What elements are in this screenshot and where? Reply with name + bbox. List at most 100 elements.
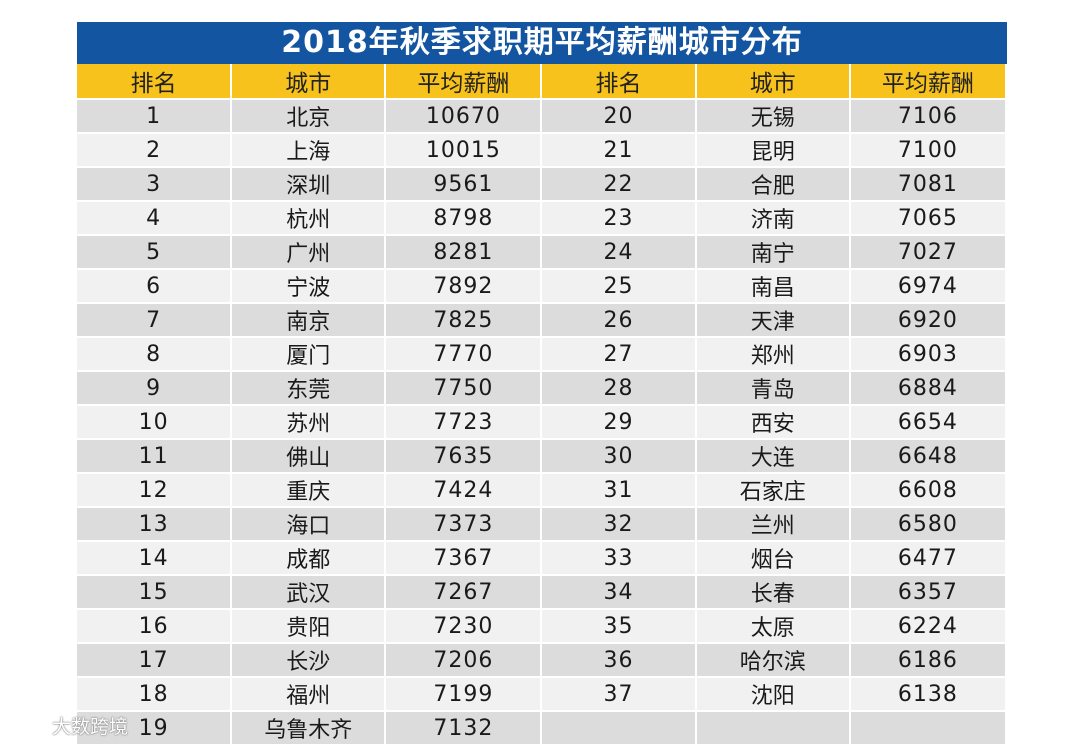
table-row: 4 杭州 8798 23 济南 7065 [77,201,1008,236]
city-cell: 南昌 [695,269,851,304]
city-cell: 北京 [231,99,387,134]
header-rank: 排名 [77,64,233,100]
salary-cell [849,711,1008,746]
salary-cell: 8798 [385,201,543,236]
rank-cell: 12 [77,473,233,508]
city-cell: 上海 [231,133,387,168]
table-row: 17 长沙 7206 36 哈尔滨 6186 [77,643,1008,678]
rank-cell: 29 [541,405,697,440]
table-row: 2 上海 10015 21 昆明 7100 [77,133,1008,168]
rank-cell: 36 [541,643,697,678]
rank-cell: 3 [77,167,233,202]
salary-cell: 7199 [385,677,543,712]
city-cell: 石家庄 [695,473,851,508]
city-cell: 东莞 [231,371,387,406]
salary-cell: 7027 [849,235,1008,270]
salary-cell: 7081 [849,167,1008,202]
table-row: 12 重庆 7424 31 石家庄 6608 [77,473,1008,508]
salary-cell: 7770 [385,337,543,372]
header-salary: 平均薪酬 [849,64,1008,100]
rank-cell: 35 [541,609,697,644]
salary-cell: 10015 [385,133,543,168]
salary-cell: 6974 [849,269,1008,304]
header-salary: 平均薪酬 [385,64,543,100]
weibo-logo-icon [6,714,43,736]
salary-table: 排名 城市 平均薪酬 排名 城市 平均薪酬 1 北京 10670 20 无锡 7106 2 上… [77,64,1008,746]
city-cell: 长春 [695,575,851,610]
city-cell: 重庆 [231,473,387,508]
salary-cell: 6138 [849,677,1008,712]
rank-cell: 14 [77,541,233,576]
salary-cell: 6224 [849,609,1008,644]
header-rank: 排名 [541,64,697,100]
watermark: 大数跨境 [6,712,128,738]
rank-cell: 17 [77,643,233,678]
header-row: 排名 城市 平均薪酬 排名 城市 平均薪酬 [77,64,1008,100]
salary-cell: 7635 [385,439,543,474]
salary-cell: 7892 [385,269,543,304]
city-cell: 杭州 [231,201,387,236]
table-row: 3 深圳 9561 22 合肥 7081 [77,167,1008,202]
rank-cell: 21 [541,133,697,168]
salary-cell: 7132 [385,711,543,746]
rank-cell: 24 [541,235,697,270]
table-row: 9 东莞 7750 28 青岛 6884 [77,371,1008,406]
city-cell: 天津 [695,303,851,338]
rank-cell: 26 [541,303,697,338]
city-cell: 深圳 [231,167,387,202]
rank-cell: 10 [77,405,233,440]
table-row: 18 福州 7199 37 沈阳 6138 [77,677,1008,712]
table-row: 14 成都 7367 33 烟台 6477 [77,541,1008,576]
salary-cell: 7106 [849,99,1008,134]
watermark-text: 大数跨境 [52,715,129,738]
rank-cell: 2 [77,133,233,168]
salary-cell: 7206 [385,643,543,678]
salary-cell: 8281 [385,235,543,270]
table-row: 7 南京 7825 26 天津 6920 [77,303,1008,338]
city-cell: 成都 [231,541,387,576]
city-cell: 海口 [231,507,387,542]
city-cell: 西安 [695,405,851,440]
city-cell: 广州 [231,235,387,270]
salary-cell: 6920 [849,303,1008,338]
rank-cell: 20 [541,99,697,134]
city-cell: 青岛 [695,371,851,406]
city-cell [695,711,851,746]
salary-cell: 6884 [849,371,1008,406]
rank-cell: 6 [77,269,233,304]
rank-cell: 8 [77,337,233,372]
table-row: 16 贵阳 7230 35 太原 6224 [77,609,1008,644]
salary-cell: 7750 [385,371,543,406]
rank-cell: 32 [541,507,697,542]
city-cell: 厦门 [231,337,387,372]
city-cell: 乌鲁木齐 [231,711,387,746]
city-cell: 济南 [695,201,851,236]
city-cell: 郑州 [695,337,851,372]
table-row: 6 宁波 7892 25 南昌 6974 [77,269,1008,304]
table-row: 10 苏州 7723 29 西安 6654 [77,405,1008,440]
city-cell: 哈尔滨 [695,643,851,678]
city-cell: 烟台 [695,541,851,576]
table-row: 19 乌鲁木齐 7132 [77,711,1008,746]
salary-cell: 7100 [849,133,1008,168]
salary-cell: 6648 [849,439,1008,474]
salary-cell: 7230 [385,609,543,644]
city-cell: 长沙 [231,643,387,678]
rank-cell: 19 [77,711,233,746]
rank-cell: 22 [541,167,697,202]
rank-cell: 15 [77,575,233,610]
rank-cell: 37 [541,677,697,712]
city-cell: 苏州 [231,405,387,440]
rank-cell: 18 [77,677,233,712]
table-row: 13 海口 7373 32 兰州 6580 [77,507,1008,542]
table-row: 15 武汉 7267 34 长春 6357 [77,575,1008,610]
salary-cell: 7373 [385,507,543,542]
city-cell: 佛山 [231,439,387,474]
table-title: 2018年秋季求职期平均薪酬城市分布 [77,22,1007,64]
city-cell: 福州 [231,677,387,712]
salary-cell: 7267 [385,575,543,610]
salary-cell: 7367 [385,541,543,576]
salary-cell: 7424 [385,473,543,508]
rank-cell: 9 [77,371,233,406]
city-cell: 南宁 [695,235,851,270]
